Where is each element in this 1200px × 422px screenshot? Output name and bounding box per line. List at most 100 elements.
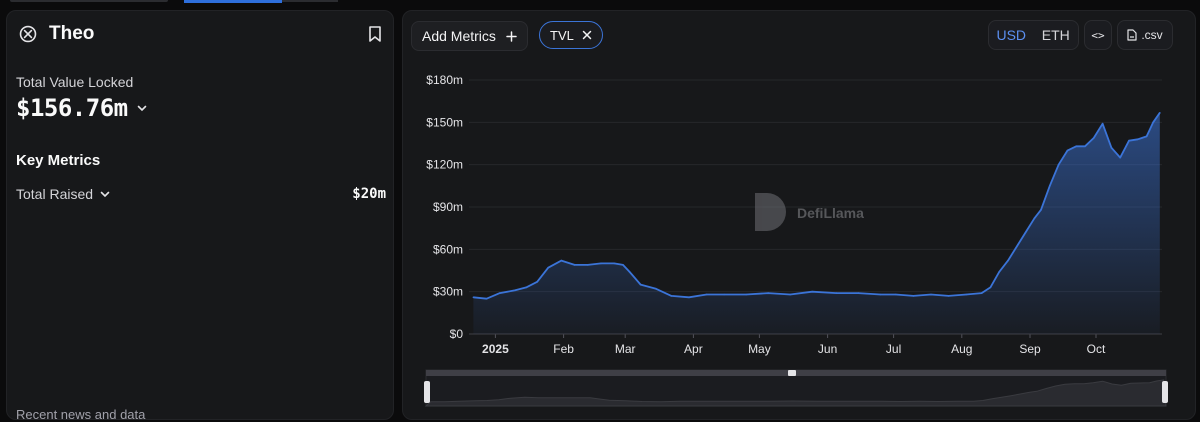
tvl-point [835,292,838,294]
tab-active[interactable] [184,0,282,3]
total-raised-value: $20m [352,186,386,202]
embed-icon: <> [1091,28,1105,42]
chart-panel: $0 $30m $60m $90m $120m $150m $180m 2025 Feb Mar A… [402,10,1196,420]
embed-code-button[interactable]: <> [1084,20,1112,50]
tvl-point [1128,139,1130,142]
total-raised-toggle[interactable]: Total Raised [16,186,111,202]
tvl-area [473,112,1160,334]
tvl-point [1137,138,1139,141]
x-tick-label: Feb [553,342,574,356]
currency-usd-option[interactable]: USD [996,27,1027,43]
tvl-point [789,293,791,296]
tvl-point [1159,112,1161,114]
bookmark-icon[interactable] [367,25,383,43]
tvl-point [688,296,690,299]
llama-logo-icon [755,193,786,231]
tvl-point [547,266,549,269]
plus-icon [506,30,517,42]
tvl-point [1016,245,1018,248]
tvl-point [998,271,1000,273]
protocol-header: Theo [19,23,94,45]
x-tick-label: Oct [1087,342,1106,356]
currency-eth-option[interactable]: ETH [1041,27,1070,43]
tvl-point [965,293,967,296]
tvl-point [1024,231,1027,234]
top-tab-strip [0,0,1200,3]
y-tick-label: $150m [426,115,463,129]
tab-inactive[interactable] [282,0,338,2]
tvl-point [1145,135,1148,138]
tvl-point [1040,209,1042,211]
defillama-watermark: DefiLlama [755,193,864,231]
csv-label: .csv [1141,28,1163,42]
tvl-point [628,271,631,273]
brush-right-handle [1162,381,1168,403]
tvl-point [1152,121,1154,124]
x-tick-label: Apr [684,342,703,356]
total-raised-row[interactable]: Total Raised $20m [16,186,386,202]
y-tick-label: $60m [433,242,463,256]
recent-section-heading: Recent news and data [16,407,146,422]
tvl-point [525,286,527,289]
tvl-value: $156.76m [16,94,128,122]
tvl-point [1007,259,1009,262]
x-tick-label: May [748,342,771,356]
tvl-point [587,264,589,266]
tvl-point [536,281,538,283]
tvl-point [1033,217,1036,220]
tvl-point [622,264,624,266]
tvl-point [472,296,475,299]
file-icon [1127,29,1137,41]
y-tick-label: $0 [450,327,464,341]
theo-logo-icon [19,25,37,43]
tvl-point [1075,145,1077,148]
tvl-point [912,295,915,297]
tvl-label: Total Value Locked [16,74,134,90]
protocol-name: Theo [49,23,95,44]
tvl-chip-label: TVL [550,27,574,43]
add-metrics-label: Add Metrics [422,28,496,44]
tvl-point [1057,163,1060,166]
x-tick-label: Jul [886,342,901,356]
tvl-point [573,264,576,266]
tvl-point [1093,137,1095,139]
tvl-value-row[interactable]: $156.76m [16,94,148,122]
tab-inactive[interactable] [10,0,168,2]
tvl-point [1049,185,1051,187]
tvl-point [879,293,882,296]
tvl-line [473,112,1161,300]
protocol-summary-panel: Theo Total Value Locked $156.76m Key Met… [6,10,394,422]
tvl-point [767,292,769,294]
tvl-point [1119,156,1121,159]
x-tick-label: Jun [818,342,837,356]
y-tick-label: $180m [426,73,463,87]
brush-grip-icon [788,370,796,376]
download-csv-button[interactable]: .csv [1117,20,1173,50]
total-raised-label: Total Raised [16,186,94,202]
range-brush [424,369,1168,407]
x-tick-label: Sep [1019,342,1041,356]
tvl-point [947,295,950,297]
close-icon[interactable] [582,30,592,40]
chevron-down-icon[interactable] [136,102,148,114]
tvl-metric-chip[interactable]: TVL [539,21,603,49]
y-tick-label: $90m [433,200,463,214]
x-tick-label: Mar [615,342,636,356]
tvl-point [485,297,488,300]
tvl-point [600,262,602,265]
tvl-point [1084,145,1086,148]
tvl-point [655,288,657,290]
tvl-chart[interactable]: $0 $30m $60m $90m $120m $150m $180m 2025 Feb Mar A… [403,11,1196,420]
tvl-point [670,295,673,297]
tvl-point [930,293,932,296]
tvl-point [811,290,813,293]
tvl-point [723,293,725,296]
tvl-point [499,292,501,294]
tvl-point [560,259,563,262]
brush-left-handle [424,381,430,403]
watermark-text: DefiLlama [797,205,864,221]
add-metrics-button[interactable]: Add Metrics [411,21,528,51]
tvl-point [639,283,642,286]
y-tick-label: $120m [426,158,463,172]
tvl-point [1066,149,1069,152]
